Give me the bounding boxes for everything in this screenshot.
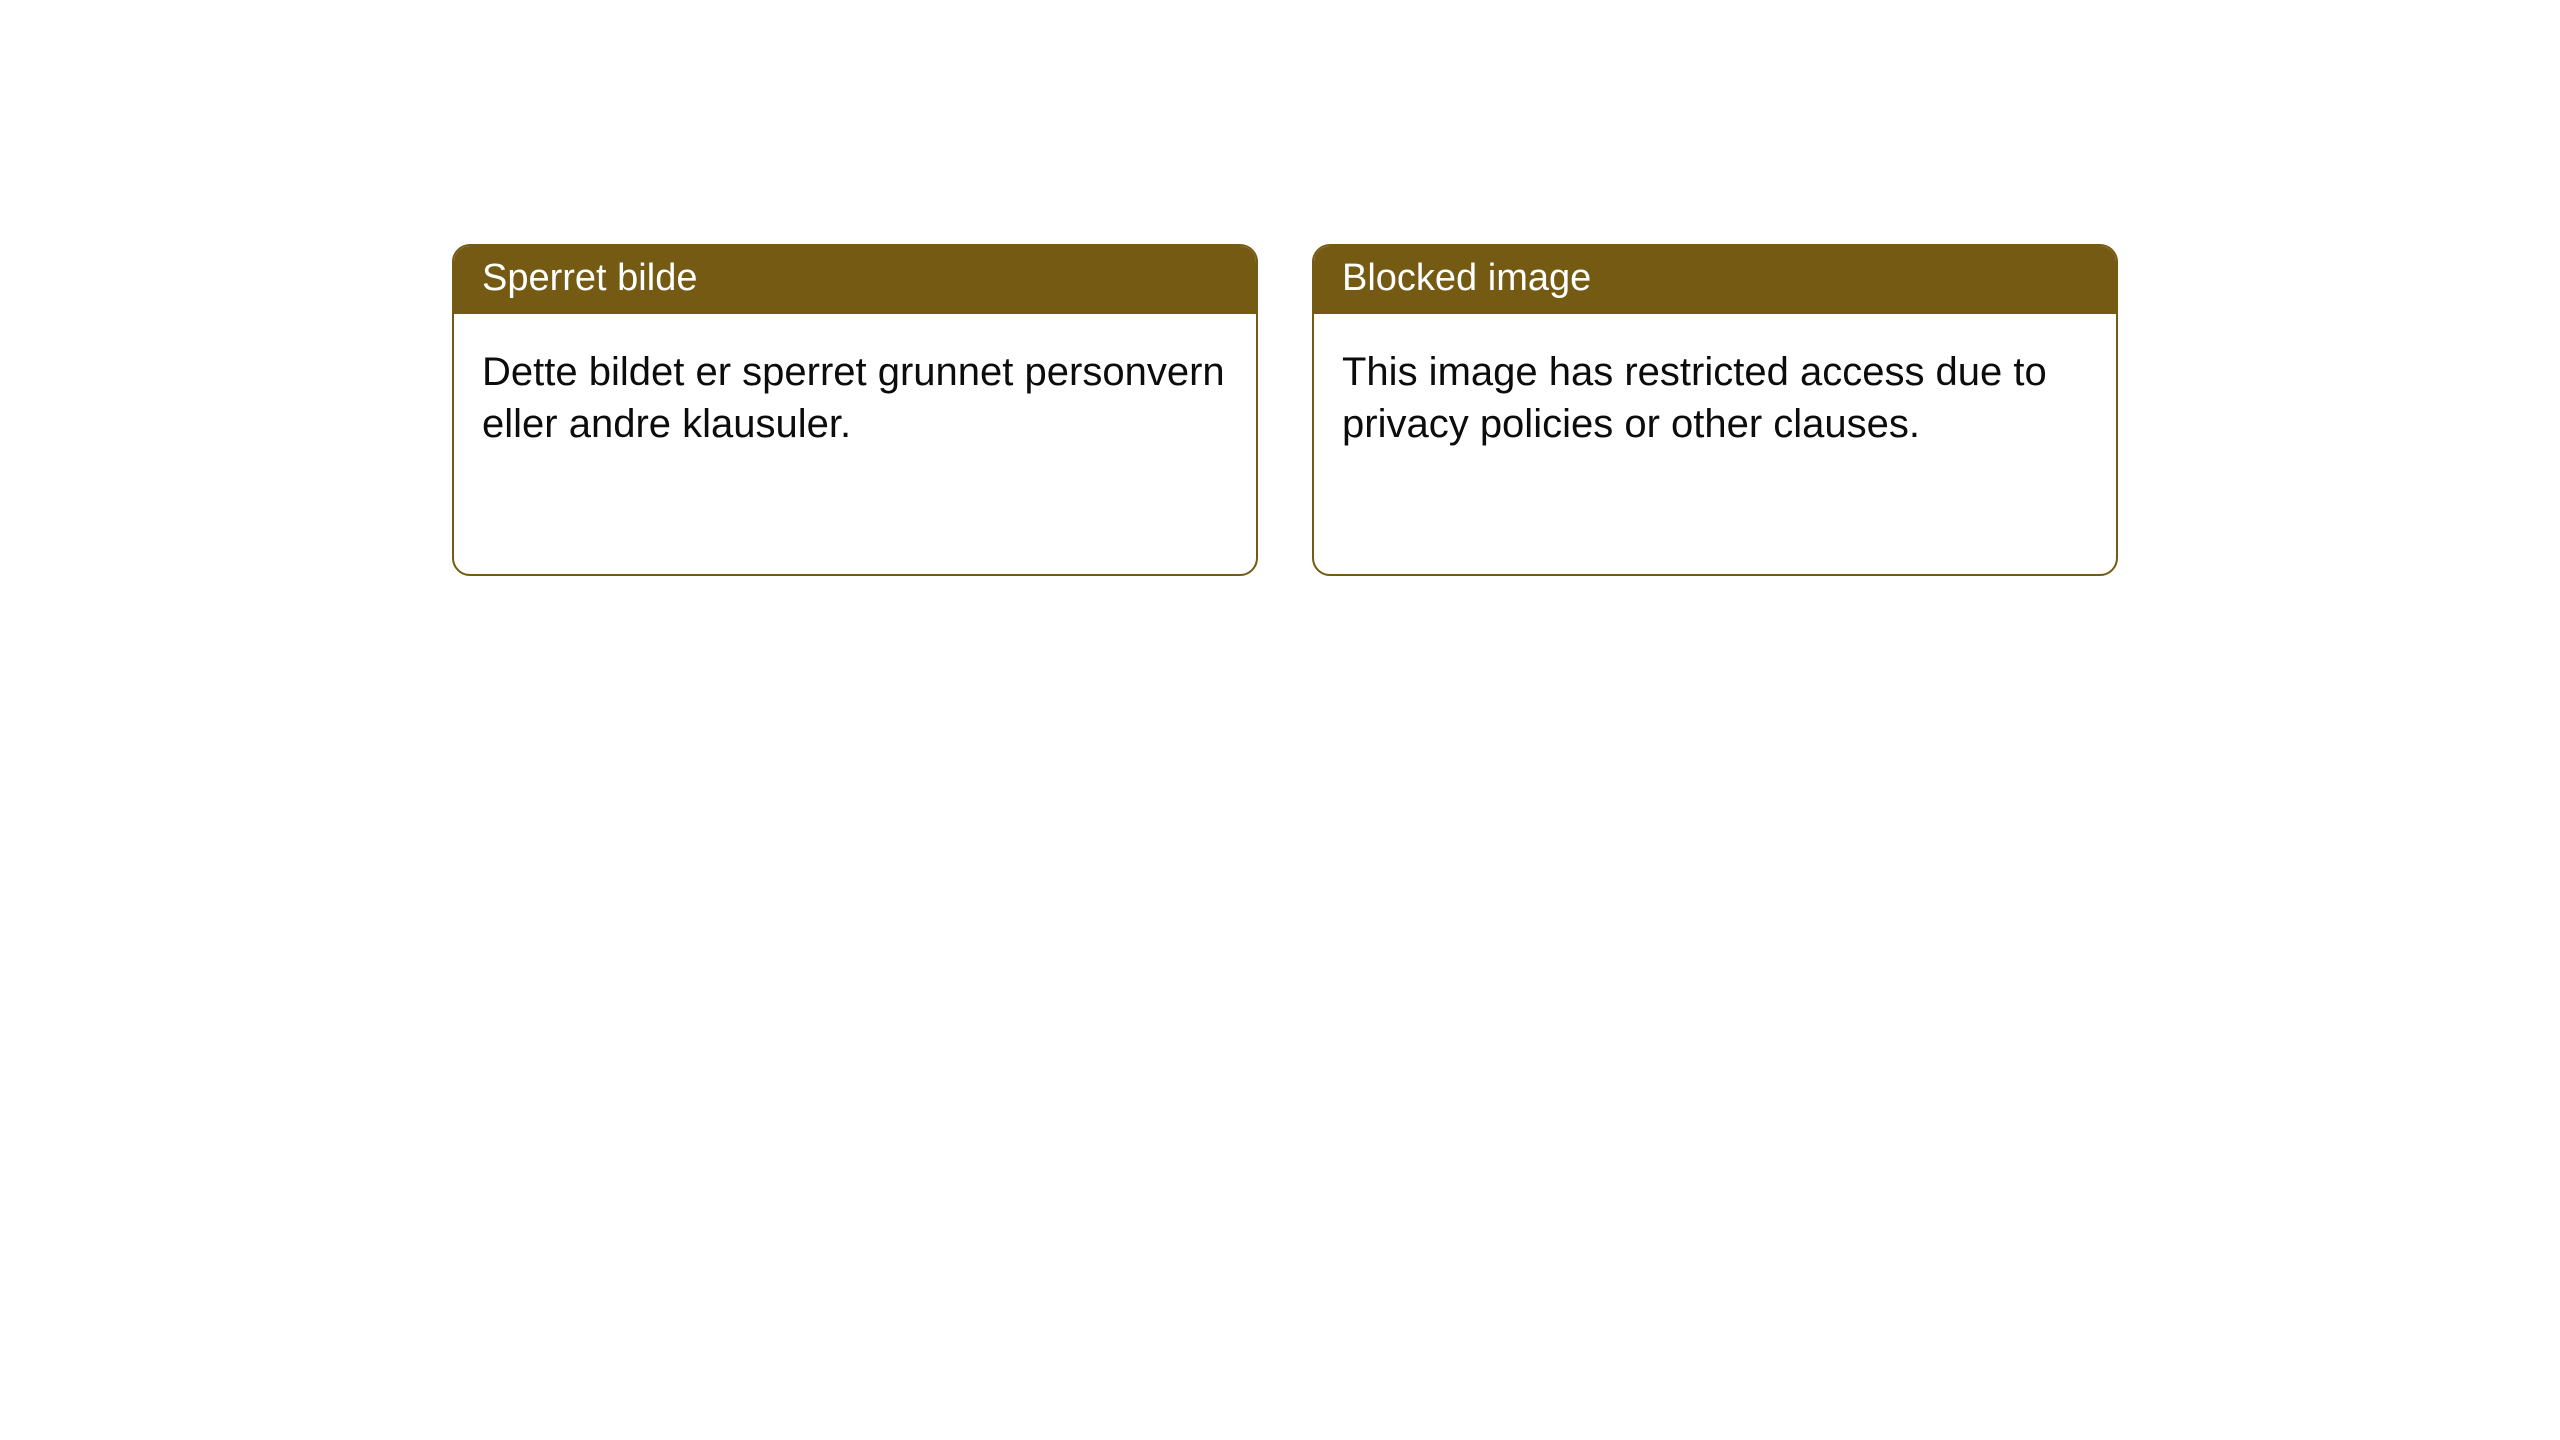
notice-card-norwegian: Sperret bilde Dette bildet er sperret gr… [452, 244, 1258, 576]
notice-body-english: This image has restricted access due to … [1314, 314, 2116, 574]
notice-header-english: Blocked image [1314, 246, 2116, 314]
notice-card-english: Blocked image This image has restricted … [1312, 244, 2118, 576]
notice-container: Sperret bilde Dette bildet er sperret gr… [452, 244, 2118, 576]
notice-body-norwegian: Dette bildet er sperret grunnet personve… [454, 314, 1256, 574]
notice-header-norwegian: Sperret bilde [454, 246, 1256, 314]
